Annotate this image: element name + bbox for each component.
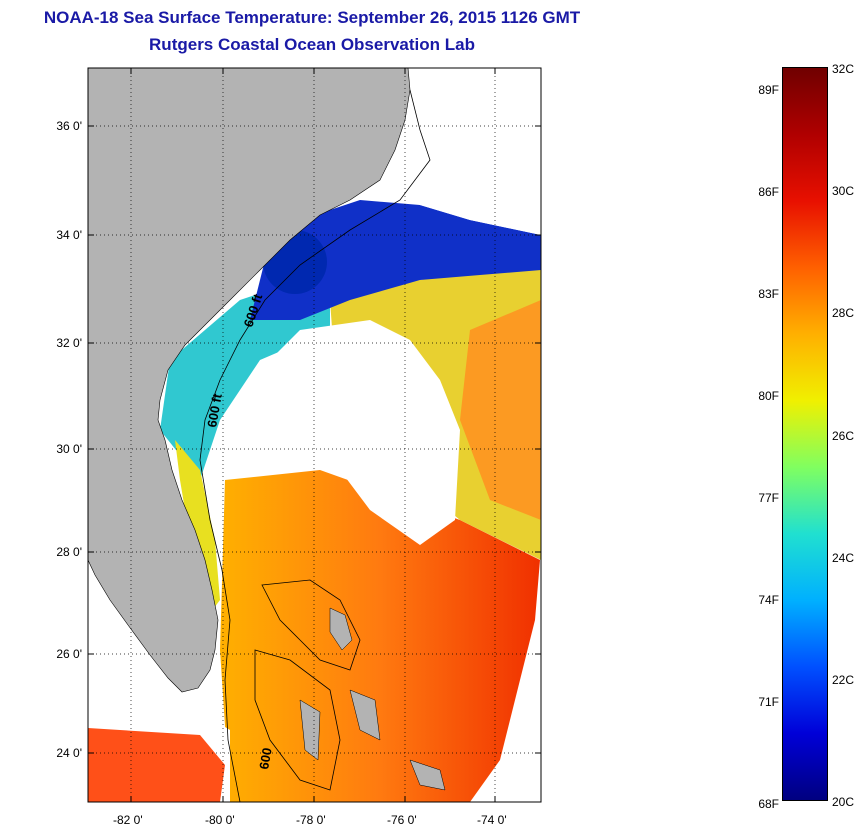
contour-label: 600 [256, 747, 275, 771]
warm-strip-south [88, 728, 225, 802]
colorbar-c-label: 26C [832, 429, 855, 443]
colorbar-f-label: 89F [758, 83, 779, 97]
lon-label: -82 0' [113, 813, 143, 827]
colorbar-c-label: 20C [832, 795, 855, 809]
colorbar-f-label: 86F [758, 185, 779, 199]
orange-east-region [460, 300, 541, 520]
lat-label: 24 0' [56, 746, 82, 760]
lon-label: -74 0' [477, 813, 507, 827]
colorbar-c-label: 30C [832, 184, 855, 198]
lon-label: -78 0' [296, 813, 326, 827]
colorbar-c-label: 32C [832, 62, 855, 76]
bahamas-islands [299, 607, 446, 791]
colorbar-f-label: 71F [758, 695, 779, 709]
depth-contour-bank [254, 579, 361, 791]
temperature-colorbar [782, 67, 828, 801]
colorbar-f-label: 77F [758, 491, 779, 505]
cool-coastal-band [160, 270, 330, 480]
cold-plume [250, 200, 541, 320]
colorbar-c-label: 24C [832, 551, 855, 565]
lat-label: 30 0' [56, 442, 82, 456]
cloud-mask-north [380, 68, 541, 235]
colorbar-f-label: 68F [758, 797, 779, 811]
axis-ticks [88, 68, 541, 802]
lat-label: 36 0' [56, 119, 82, 133]
lat-label: 28 0' [56, 545, 82, 559]
colorbar-f-label: 83F [758, 287, 779, 301]
warm-water-region [220, 470, 540, 802]
lon-label: -76 0' [387, 813, 417, 827]
colorbar-c-label: 28C [832, 306, 855, 320]
land-mass [88, 68, 411, 693]
map-subtitle: Rutgers Coastal Ocean Observation Lab [149, 35, 475, 54]
lat-label: 34 0' [56, 228, 82, 242]
contour-label: 600 ft [204, 392, 225, 429]
lat-label: 26 0' [56, 647, 82, 661]
cloud-mask-central [260, 320, 460, 545]
colorbar-c-label: 22C [832, 673, 855, 687]
colorbar-f-label: 74F [758, 593, 779, 607]
depth-contour-600ft [199, 89, 431, 802]
colorbar-f-label: 80F [758, 389, 779, 403]
lon-label: -80 0' [205, 813, 235, 827]
lat-label: 32 0' [56, 336, 82, 350]
map-title: NOAA-18 Sea Surface Temperature: Septemb… [43, 8, 581, 27]
